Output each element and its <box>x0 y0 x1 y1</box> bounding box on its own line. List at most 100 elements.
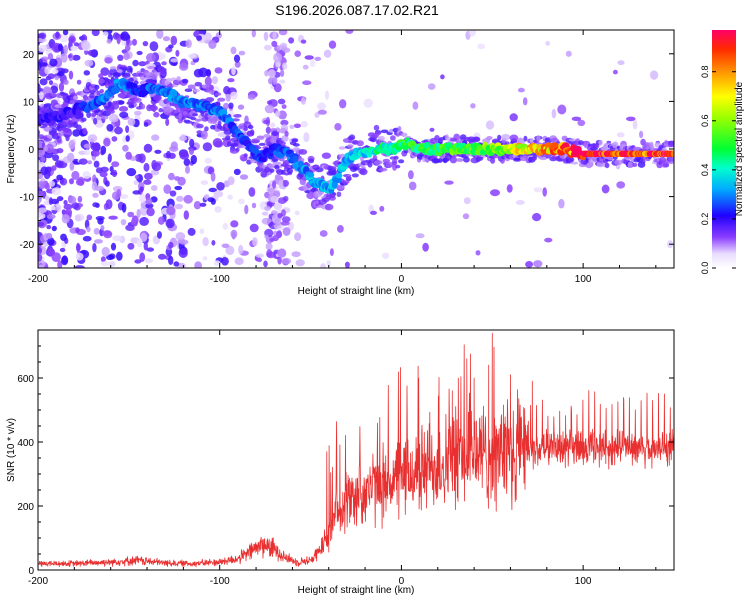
spectrogram-noise-cell <box>193 68 203 78</box>
spectrogram-noise-cell <box>533 187 543 193</box>
spectrogram-noise-cell <box>54 160 64 168</box>
spectrogram-noise-cell <box>54 76 59 81</box>
spectrogram-noise-cell <box>125 135 130 142</box>
spectrogram-noise-cell <box>251 202 257 209</box>
spectrogram-halo-cell <box>152 94 162 101</box>
spectrogram-noise-cell <box>38 181 47 186</box>
spectrogram-halo-cell <box>513 157 521 161</box>
spectrogram-marks <box>38 30 674 268</box>
spectrogram-halo-cell <box>204 126 209 132</box>
spectrogram-noise-cell <box>51 225 57 232</box>
spectrogram-noise-cell <box>237 104 245 110</box>
spectrogram-halo-cell <box>612 141 619 149</box>
spectrogram-halo-cell <box>217 97 226 102</box>
spectrogram-noise-cell <box>210 198 216 205</box>
spectrogram-noise-cell <box>183 194 193 204</box>
spectrogram-noise-cell <box>61 255 68 265</box>
spectrogram-noise-cell <box>120 219 127 226</box>
spectrogram-noise-cell <box>105 180 110 187</box>
spectrogram-halo-cell <box>190 117 197 121</box>
spectrogram-noise-cell <box>43 241 49 247</box>
spectrogram-noise-cell <box>38 199 41 206</box>
spectrogram-noise-cell <box>63 200 68 205</box>
spectrogram-noise-cell <box>106 39 112 44</box>
spectrogram-noise-cell <box>601 184 610 194</box>
spectrogram-noise-cell <box>522 97 528 106</box>
spectrogram-noise-cell <box>151 185 158 191</box>
spectrogram-noise-cell <box>612 69 618 75</box>
spectrogram-noise-cell <box>82 127 87 135</box>
spectrogram-halo-cell <box>640 158 646 164</box>
spectrogram-noise-cell <box>179 63 189 71</box>
snr-y-tick-label: 200 <box>17 502 34 513</box>
spectrogram-noise-cell <box>105 199 113 210</box>
spectrogram-noise-cell <box>267 187 276 194</box>
spectrogram-noise-cell <box>326 260 331 267</box>
spectrogram-noise-cell <box>429 127 435 132</box>
spectrogram-noise-cell <box>83 143 92 149</box>
spectrogram-noise-cell <box>280 119 289 126</box>
spectrogram-noise-cell <box>38 190 44 197</box>
spectrogram-halo-cell <box>324 203 334 211</box>
spectrogram-noise-cell <box>302 80 312 85</box>
spectrogram-noise-cell <box>94 239 103 244</box>
spectrogram-halo-cell <box>270 137 277 145</box>
spectrogram-noise-cell <box>140 232 148 242</box>
spectrogram-noise-cell <box>293 123 301 129</box>
spectrogram-noise-cell <box>100 149 105 156</box>
spectrogram-noise-cell <box>408 181 417 191</box>
spectrogram-noise-cell <box>161 61 167 66</box>
spectrogram-halo-cell <box>393 155 399 160</box>
spectrogram-noise-cell <box>119 194 129 200</box>
spectrogram-halo-cell <box>243 127 248 132</box>
spectrogram-halo-cell <box>81 117 87 122</box>
spectrogram-noise-cell <box>616 181 626 189</box>
spectrogram-noise-cell <box>337 225 344 233</box>
spectrogram-halo-cell <box>98 78 106 84</box>
spectrogram-noise-cell <box>282 62 288 70</box>
spectrogram-noise-cell <box>138 61 147 67</box>
spectrogram-noise-cell <box>223 86 231 95</box>
spectrogram-halo-cell <box>63 128 72 133</box>
spectrogram-halo-cell <box>91 113 97 117</box>
spectrogram-noise-cell <box>227 194 233 200</box>
spectrogram-halo-cell <box>331 192 337 196</box>
spectrogram-noise-cell <box>571 116 582 122</box>
spectrogram-noise-cell <box>87 160 92 165</box>
spectrogram-noise-cell <box>100 225 105 231</box>
spectrogram-noise-cell <box>277 98 286 105</box>
spectrogram-halo-cell <box>336 184 345 190</box>
spectrogram-noise-cell <box>109 114 119 123</box>
spectrogram-noise-cell <box>72 54 81 61</box>
spectrogram-noise-cell <box>157 216 165 225</box>
spectrogram-noise-cell <box>111 161 120 168</box>
spectrogram-halo-cell <box>44 104 49 109</box>
spectrogram-noise-cell <box>38 207 47 213</box>
spectrogram-halo-cell <box>247 124 254 130</box>
figure-title: S196.2026.087.17.02.R21 <box>275 2 439 18</box>
spectrogram-noise-cell <box>273 52 283 63</box>
colorbar-gradient <box>712 30 736 268</box>
spectrogram-noise-cell <box>302 64 309 70</box>
spectrogram-halo-cell <box>449 156 458 164</box>
spectrogram-noise-cell <box>82 171 91 179</box>
spectrogram-noise-cell <box>189 147 194 155</box>
spectrogram-noise-cell <box>158 253 167 260</box>
spectrogram-noise-cell <box>188 53 197 59</box>
spectrogram-noise-cell <box>38 37 43 43</box>
spectrogram-noise-cell <box>92 174 97 184</box>
spectrogram-noise-cell <box>134 259 142 264</box>
spectrogram-noise-cell <box>168 241 174 249</box>
spectrogram-noise-cell <box>102 31 109 36</box>
spectrogram-halo-cell <box>377 135 385 141</box>
spectrogram-halo-cell <box>545 153 552 159</box>
spectrogram-noise-cell <box>165 118 170 126</box>
spectrogram-ridge-cell <box>306 172 315 178</box>
spectrogram-noise-cell <box>170 141 178 150</box>
spectrogram-halo-cell <box>263 134 271 138</box>
spectrogram-halo-cell <box>210 124 216 130</box>
spectrogram-noise-cell <box>58 82 65 92</box>
snr-frame <box>37 329 675 571</box>
spectrogram-noise-cell <box>163 184 172 194</box>
spectrogram-noise-cell <box>38 159 41 168</box>
